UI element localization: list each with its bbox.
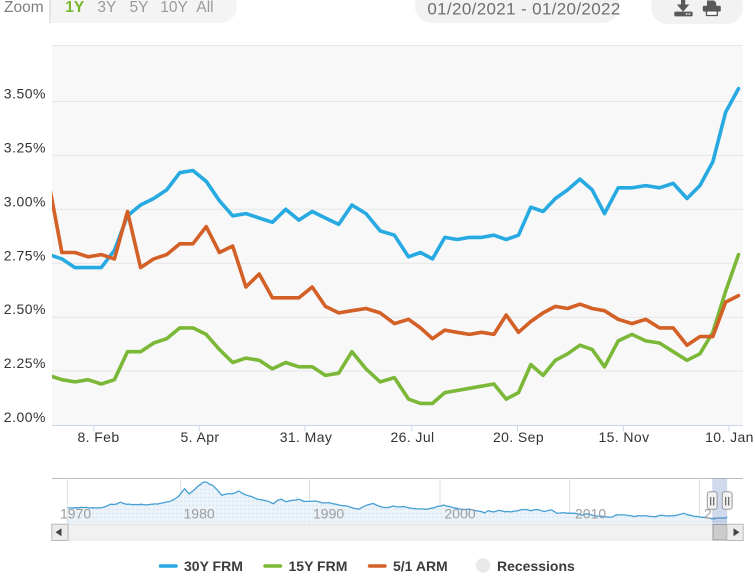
svg-text:2.00%: 2.00% <box>4 409 46 425</box>
svg-text:31. May: 31. May <box>280 429 333 445</box>
svg-text:26. Jul: 26. Jul <box>390 429 434 445</box>
svg-text:15. Nov: 15. Nov <box>598 429 649 445</box>
svg-text:2.25%: 2.25% <box>4 355 46 371</box>
svg-text:1970: 1970 <box>60 506 91 522</box>
svg-text:Zoom: Zoom <box>4 0 44 16</box>
svg-text:3.50%: 3.50% <box>4 86 46 102</box>
svg-text:5Y: 5Y <box>130 0 149 16</box>
svg-text:2010: 2010 <box>575 506 606 522</box>
svg-text:10. Jan: 10. Jan <box>705 429 754 445</box>
svg-text:01/20/2021 - 01/20/2022: 01/20/2021 - 01/20/2022 <box>427 0 620 19</box>
svg-text:3Y: 3Y <box>97 0 116 16</box>
svg-text:2.75%: 2.75% <box>4 247 46 263</box>
svg-text:5. Apr: 5. Apr <box>181 429 220 445</box>
svg-text:1990: 1990 <box>313 506 344 522</box>
svg-text:15Y FRM: 15Y FRM <box>289 558 348 574</box>
svg-text:Recessions: Recessions <box>497 558 575 574</box>
svg-text:3.25%: 3.25% <box>4 139 46 155</box>
svg-text:2000: 2000 <box>445 506 476 522</box>
svg-text:1Y: 1Y <box>65 0 85 16</box>
svg-text:3.00%: 3.00% <box>4 193 46 209</box>
svg-text:2.50%: 2.50% <box>4 301 46 317</box>
svg-text:10Y: 10Y <box>160 0 188 16</box>
svg-text:5/1 ARM: 5/1 ARM <box>393 558 448 574</box>
svg-text:30Y FRM: 30Y FRM <box>184 558 243 574</box>
svg-text:1980: 1980 <box>184 506 215 522</box>
svg-text:20. Sep: 20. Sep <box>493 429 544 445</box>
svg-text:8. Feb: 8. Feb <box>77 429 119 445</box>
svg-text:All: All <box>196 0 213 16</box>
